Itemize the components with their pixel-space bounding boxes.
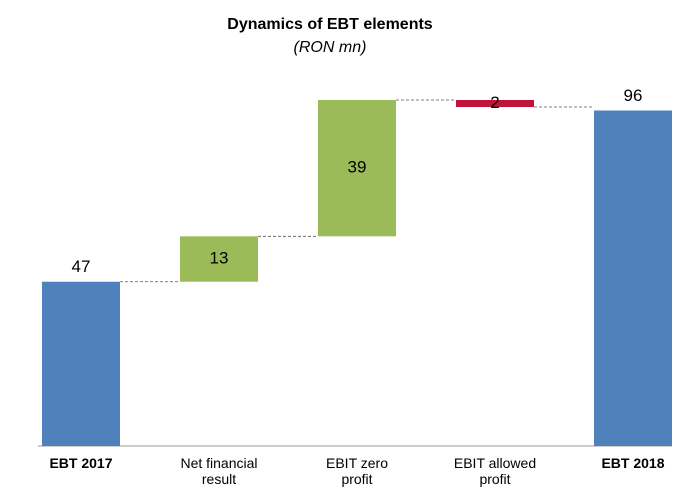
x-tick-label: EBIT allowed profit [453,455,537,487]
data-label: 13 [210,249,229,268]
x-tick-label: EBT 2017 [49,455,113,471]
x-tick-label: EBIT zero profit [326,455,388,487]
bar [42,281,120,446]
data-label: 2 [490,93,499,112]
bar [456,100,534,107]
chart-subtitle: (RON mn) [294,39,367,56]
data-label: 47 [72,257,91,276]
data-label: 96 [624,86,643,105]
bar [594,110,672,446]
bar [318,100,396,237]
data-label: 39 [348,158,367,177]
x-tick-label: EBT 2018 [601,455,665,471]
bar [180,236,258,282]
x-tick-label: Net financial result [180,455,258,487]
chart-title: Dynamics of EBT elements [227,16,433,33]
